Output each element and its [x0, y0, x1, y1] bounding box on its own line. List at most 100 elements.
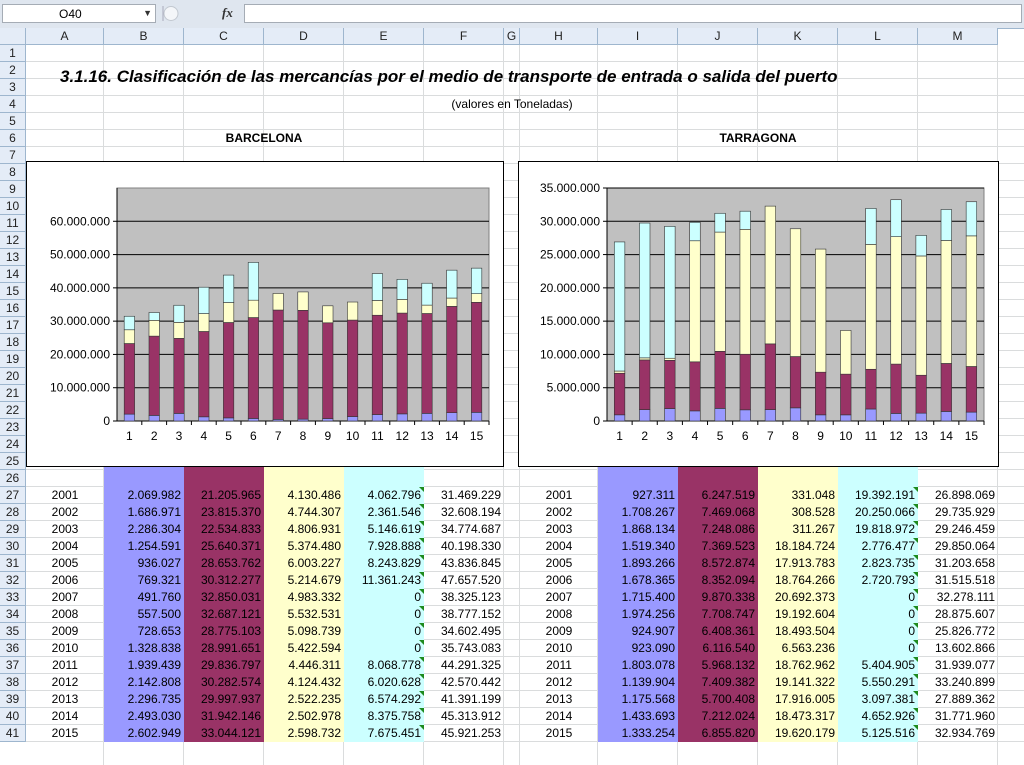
row-header-41[interactable]: 41	[0, 725, 26, 742]
column-header-m[interactable]: M	[918, 28, 998, 45]
barcelona-cell-total[interactable]: 38.777.152	[440, 607, 501, 621]
tarragona-cell-carretera[interactable]: 7.469.068	[678, 504, 758, 521]
barcelona-cell-carretera[interactable]: 29.997.937	[184, 691, 264, 708]
barcelona-cell-carretera[interactable]: 28.991.651	[184, 640, 264, 657]
formula-bar-resize-handle[interactable]	[161, 4, 239, 23]
barcelona-cell-tuberia[interactable]: 5.098.739	[264, 623, 344, 640]
barcelona-cell-year[interactable]: 2010	[51, 641, 79, 655]
tarragona-cell-otros[interactable]: 0	[838, 640, 918, 657]
barcelona-cell-otros[interactable]: 8.243.829	[344, 555, 424, 572]
barcelona-cell-ferrocarril[interactable]: 2.602.949	[104, 725, 184, 742]
tarragona-cell-tuberia[interactable]: 19.192.604	[758, 606, 838, 623]
tarragona-cell-tuberia[interactable]: 311.267	[758, 521, 838, 538]
tarragona-cell-ferrocarril[interactable]: 1.175.568	[598, 691, 678, 708]
row-header-40[interactable]: 40	[0, 708, 26, 725]
barcelona-chart[interactable]: 0 10.000.000 20.000.000 30.000.000 40.000.00…	[26, 161, 504, 467]
tarragona-cell-ferrocarril[interactable]: 1.868.134	[598, 521, 678, 538]
tarragona-cell-total[interactable]: 33.240.899	[934, 675, 995, 689]
barcelona-cell-year[interactable]: 2001	[51, 488, 79, 502]
barcelona-cell-otros[interactable]: 6.020.628	[344, 674, 424, 691]
tarragona-cell-carretera[interactable]: 7.212.024	[678, 708, 758, 725]
row-header-23[interactable]: 23	[0, 419, 26, 436]
insert-function-icon[interactable]: fx	[222, 5, 233, 20]
tarragona-cell-otros[interactable]: 3.097.381	[838, 691, 918, 708]
barcelona-cell-total[interactable]: 47.657.520	[440, 573, 501, 587]
barcelona-cell-otros[interactable]: 8.068.778	[344, 657, 424, 674]
tarragona-cell-year[interactable]: 2001	[545, 488, 573, 502]
tarragona-cell-year[interactable]: 2014	[545, 709, 573, 723]
chevron-down-icon[interactable]: ▼	[143, 8, 152, 18]
barcelona-cell-year[interactable]: 2003	[51, 522, 79, 536]
tarragona-cell-total[interactable]: 13.602.866	[934, 641, 995, 655]
tarragona-cell-otros[interactable]: 5.125.516	[838, 725, 918, 742]
column-header-b[interactable]: B	[104, 28, 184, 45]
tarragona-cell-carretera[interactable]: 7.708.747	[678, 606, 758, 623]
row-header-7[interactable]: 7	[0, 147, 26, 164]
tarragona-cell-carretera[interactable]: 5.700.408	[678, 691, 758, 708]
tarragona-cell-total[interactable]: 28.875.607	[934, 607, 995, 621]
tarragona-cell-year[interactable]: 2002	[545, 505, 573, 519]
tarragona-cell-total[interactable]: 29.850.064	[934, 539, 995, 553]
barcelona-cell-ferrocarril[interactable]: 2.069.982	[104, 487, 184, 504]
row-header-10[interactable]: 10	[0, 198, 26, 215]
tarragona-cell-total[interactable]: 32.934.769	[934, 726, 995, 740]
barcelona-cell-total[interactable]: 42.570.442	[440, 675, 501, 689]
tarragona-cell-ferrocarril[interactable]: 1.333.254	[598, 725, 678, 742]
spreadsheet-grid[interactable]: A B C D E F G H I J K L M 1 2 3 4 5 6 7 8 9 10 11 12 13 14 15 16 17 18…	[0, 28, 1024, 765]
tarragona-cell-tuberia[interactable]: 17.913.783	[758, 555, 838, 572]
select-all-corner[interactable]	[0, 28, 26, 45]
tarragona-cell-year[interactable]: 2010	[545, 641, 573, 655]
row-header-34[interactable]: 34	[0, 606, 26, 623]
barcelona-cell-carretera[interactable]: 32.687.121	[184, 606, 264, 623]
barcelona-cell-otros[interactable]: 11.361.243	[344, 572, 424, 589]
tarragona-cell-year[interactable]: 2013	[545, 692, 573, 706]
tarragona-cell-year[interactable]: 2009	[545, 624, 573, 638]
row-header-28[interactable]: 28	[0, 504, 26, 521]
barcelona-cell-year[interactable]: 2002	[51, 505, 79, 519]
row-header-32[interactable]: 32	[0, 572, 26, 589]
barcelona-cell-carretera[interactable]: 33.044.121	[184, 725, 264, 742]
column-header-a[interactable]: A	[26, 28, 104, 45]
barcelona-cell-otros[interactable]: 7.675.451	[344, 725, 424, 742]
barcelona-cell-carretera[interactable]: 30.312.277	[184, 572, 264, 589]
tarragona-cell-ferrocarril[interactable]: 1.803.078	[598, 657, 678, 674]
row-header-33[interactable]: 33	[0, 589, 26, 606]
tarragona-cell-year[interactable]: 2004	[545, 539, 573, 553]
column-header-k[interactable]: K	[758, 28, 838, 45]
tarragona-cell-tuberia[interactable]: 6.563.236	[758, 640, 838, 657]
formula-input[interactable]	[244, 4, 1022, 23]
barcelona-cell-ferrocarril[interactable]: 1.328.838	[104, 640, 184, 657]
row-header-30[interactable]: 30	[0, 538, 26, 555]
tarragona-cell-total[interactable]: 31.771.960	[934, 709, 995, 723]
row-header-38[interactable]: 38	[0, 674, 26, 691]
tarragona-cell-tuberia[interactable]: 308.528	[758, 504, 838, 521]
tarragona-cell-otros[interactable]: 5.550.291	[838, 674, 918, 691]
barcelona-cell-tuberia[interactable]: 5.422.594	[264, 640, 344, 657]
barcelona-cell-year[interactable]: 2008	[51, 607, 79, 621]
row-header-9[interactable]: 9	[0, 181, 26, 198]
tarragona-cell-tuberia[interactable]: 20.692.373	[758, 589, 838, 606]
barcelona-cell-tuberia[interactable]: 5.532.531	[264, 606, 344, 623]
row-header-3[interactable]: 3	[0, 79, 26, 96]
name-box[interactable]: O40 ▼	[2, 4, 156, 23]
barcelona-cell-tuberia[interactable]: 6.003.227	[264, 555, 344, 572]
tarragona-cell-otros[interactable]: 2.720.793	[838, 572, 918, 589]
tarragona-cell-tuberia[interactable]: 18.184.724	[758, 538, 838, 555]
tarragona-cell-total[interactable]: 31.515.518	[934, 573, 995, 587]
tarragona-cell-carretera[interactable]: 7.369.523	[678, 538, 758, 555]
tarragona-cell-year[interactable]: 2007	[545, 590, 573, 604]
row-header-13[interactable]: 13	[0, 249, 26, 266]
row-header-11[interactable]: 11	[0, 215, 26, 232]
tarragona-cell-tuberia[interactable]: 18.473.317	[758, 708, 838, 725]
row-header-31[interactable]: 31	[0, 555, 26, 572]
row-header-6[interactable]: 6	[0, 130, 26, 147]
barcelona-cell-ferrocarril[interactable]: 2.142.808	[104, 674, 184, 691]
row-header-16[interactable]: 16	[0, 300, 26, 317]
barcelona-cell-year[interactable]: 2005	[51, 556, 79, 570]
tarragona-cell-ferrocarril[interactable]: 1.974.256	[598, 606, 678, 623]
tarragona-cell-carretera[interactable]: 8.572.874	[678, 555, 758, 572]
barcelona-cell-ferrocarril[interactable]: 557.500	[104, 606, 184, 623]
row-header-29[interactable]: 29	[0, 521, 26, 538]
barcelona-cell-ferrocarril[interactable]: 1.254.591	[104, 538, 184, 555]
barcelona-cell-tuberia[interactable]: 4.124.432	[264, 674, 344, 691]
